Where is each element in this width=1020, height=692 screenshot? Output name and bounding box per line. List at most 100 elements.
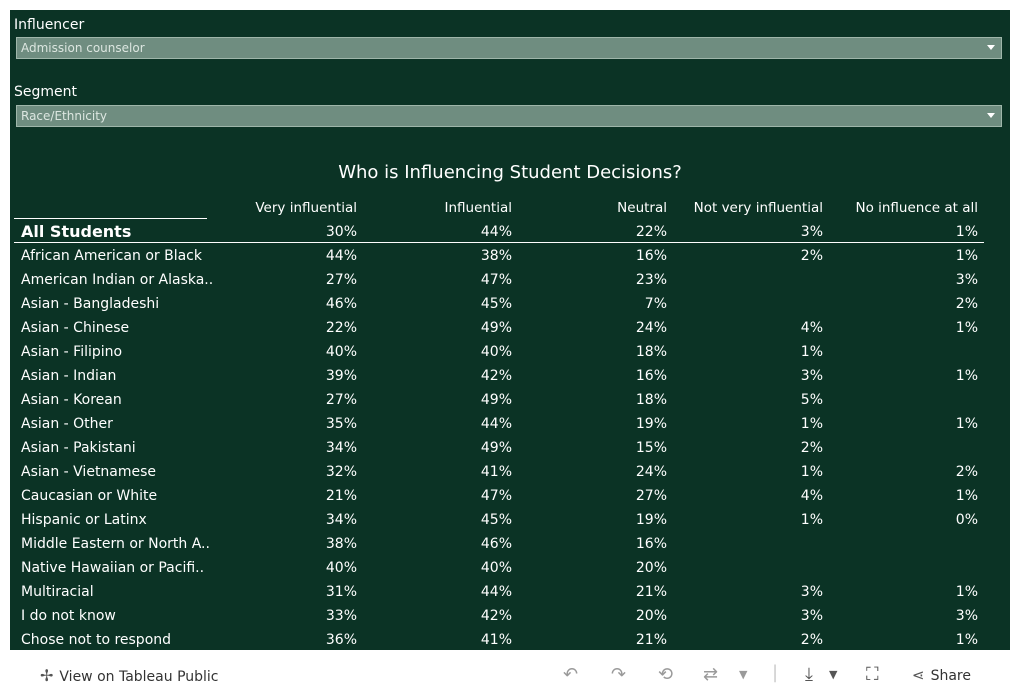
row-label: Asian - Filipino [21,344,123,360]
cell-neutral: 24% [635,320,667,336]
row-label: I do not know [21,608,116,624]
cell-neutral: 24% [635,464,667,480]
cell-influential: 44% [480,224,512,240]
cell-neutral: 20% [635,608,667,624]
cell-very-influential: 44% [325,248,357,264]
table-row[interactable]: I do not know 33% 42% 20% 3% 3% [10,604,1010,628]
cell-influential: 45% [480,296,512,312]
row-label: Hispanic or Latinx [21,512,147,528]
table-row[interactable]: Asian - Chinese 22% 49% 24% 4% 1% [10,316,1010,340]
row-label: Middle Eastern or North A.. [21,536,210,552]
table-row[interactable]: Caucasian or White 21% 47% 27% 4% 1% [10,484,1010,508]
table-row[interactable]: Asian - Indian 39% 42% 16% 3% 1% [10,364,1010,388]
row-label: Chose not to respond [21,632,172,648]
cell-neutral: 27% [635,488,667,504]
table-row[interactable]: Chose not to respond 36% 41% 21% 2% 1% [10,628,1010,650]
revert-icon[interactable]: ⟲ [658,664,674,685]
chevron-down-icon[interactable]: ▼ [829,668,838,681]
cell-influential: 46% [480,536,512,552]
cell-very-influential: 21% [325,488,357,504]
table-row[interactable]: Asian - Pakistani 34% 49% 15% 2% [10,436,1010,460]
cell-neutral: 18% [635,344,667,360]
cell-influential: 45% [480,512,512,528]
cell-no-influence: 0% [955,512,978,528]
table-row[interactable]: African American or Black 44% 38% 16% 2% 1% [10,244,1010,268]
row-label: Multiracial [21,584,94,600]
cell-very-influential: 46% [325,296,357,312]
chevron-down-icon [987,113,995,118]
undo-icon[interactable]: ↶ [563,664,579,685]
cell-no-influence: 1% [955,632,978,648]
download-icon[interactable]: ⤓ [805,664,813,685]
total-divider [14,242,984,243]
cell-no-influence: 1% [955,320,978,336]
fullscreen-icon[interactable]: ⛶ [866,664,879,685]
row-label: Asian - Vietnamese [21,464,157,480]
header-divider [14,218,207,219]
cell-not-very-influential: 2% [800,248,823,264]
cell-no-influence: 2% [955,296,978,312]
cell-not-very-influential: 3% [800,224,823,240]
table-row[interactable]: Asian - Other 35% 44% 19% 1% 1% [10,412,1010,436]
cell-neutral: 7% [644,296,667,312]
view-on-tableau-label: View on Tableau Public [59,669,219,685]
cell-neutral: 15% [635,440,667,456]
table-row[interactable]: Hispanic or Latinx 34% 45% 19% 1% 0% [10,508,1010,532]
cell-not-very-influential: 2% [800,632,823,648]
cell-neutral: 20% [635,560,667,576]
cell-no-influence: 1% [955,368,978,384]
cell-very-influential: 27% [325,392,357,408]
redo-icon[interactable]: ↷ [611,664,627,685]
table-row[interactable]: Asian - Vietnamese 32% 41% 24% 1% 2% [10,460,1010,484]
segment-filter-label: Segment [14,84,77,100]
table-row[interactable]: Asian - Filipino 40% 40% 18% 1% [10,340,1010,364]
cell-not-very-influential: 1% [800,464,823,480]
table-row[interactable]: Middle Eastern or North A.. 38% 46% 16% [10,532,1010,556]
influencer-dropdown-value: Admission counselor [21,41,145,55]
all-students-row[interactable]: All Students 30% 44% 22% 3% 1% [10,220,1010,244]
cell-influential: 49% [480,392,512,408]
cell-very-influential: 27% [325,272,357,288]
cell-influential: 41% [480,632,512,648]
column-header-not-very-influential: Not very influential [693,200,823,216]
table-row[interactable]: Native Hawaiian or Pacifi.. 40% 40% 20% [10,556,1010,580]
dashboard-viz: Influencer Admission counselor Segment R… [10,10,1010,650]
table-row[interactable]: Asian - Korean 27% 49% 18% 5% [10,388,1010,412]
row-label: Caucasian or White [21,488,158,504]
cell-influential: 44% [480,584,512,600]
row-label: Asian - Pakistani [21,440,136,456]
cell-not-very-influential: 3% [800,584,823,600]
cell-influential: 47% [480,488,512,504]
cell-no-influence: 1% [955,584,978,600]
cell-neutral: 21% [635,632,667,648]
chevron-down-icon[interactable]: ▼ [739,668,748,681]
cell-very-influential: 40% [325,344,357,360]
cell-no-influence: 1% [955,224,978,240]
share-button[interactable]: ⋖ Share [912,666,971,684]
view-on-tableau-public-link[interactable]: ✢ View on Tableau Public [40,666,219,685]
cell-very-influential: 34% [325,440,357,456]
cell-influential: 40% [480,560,512,576]
cell-very-influential: 40% [325,560,357,576]
refresh-icon[interactable]: ⇄ [703,664,719,685]
cell-not-very-influential: 1% [800,512,823,528]
influencer-dropdown[interactable]: Admission counselor [16,37,1002,59]
tableau-logo-icon: ✢ [40,666,54,685]
row-label: Asian - Korean [21,392,122,408]
cell-very-influential: 30% [325,224,357,240]
table-row[interactable]: Multiracial 31% 44% 21% 3% 1% [10,580,1010,604]
influencer-filter-label: Influencer [14,17,85,33]
cell-not-very-influential: 4% [800,488,823,504]
segment-dropdown[interactable]: Race/Ethnicity [16,105,1002,127]
cell-influential: 44% [480,416,512,432]
cell-very-influential: 31% [325,584,357,600]
cell-no-influence: 3% [955,272,978,288]
chart-title: Who is Influencing Student Decisions? [338,162,682,183]
cell-no-influence: 1% [955,416,978,432]
table-row[interactable]: Asian - Bangladeshi 46% 45% 7% 2% [10,292,1010,316]
cell-influential: 49% [480,320,512,336]
table-row[interactable]: American Indian or Alaska.. 27% 47% 23% 3% [10,268,1010,292]
cell-neutral: 16% [635,248,667,264]
cell-influential: 47% [480,272,512,288]
cell-no-influence: 3% [955,608,978,624]
